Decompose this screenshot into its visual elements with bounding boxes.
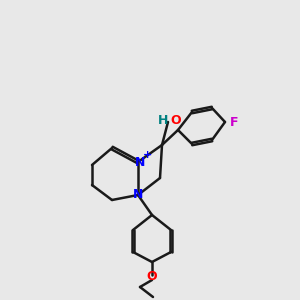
Text: +: + (142, 150, 152, 160)
Text: N: N (135, 155, 145, 169)
Text: O: O (147, 269, 157, 283)
Text: H: H (158, 115, 168, 128)
Text: N: N (133, 188, 143, 202)
Text: O: O (170, 115, 181, 128)
Text: F: F (230, 116, 238, 128)
